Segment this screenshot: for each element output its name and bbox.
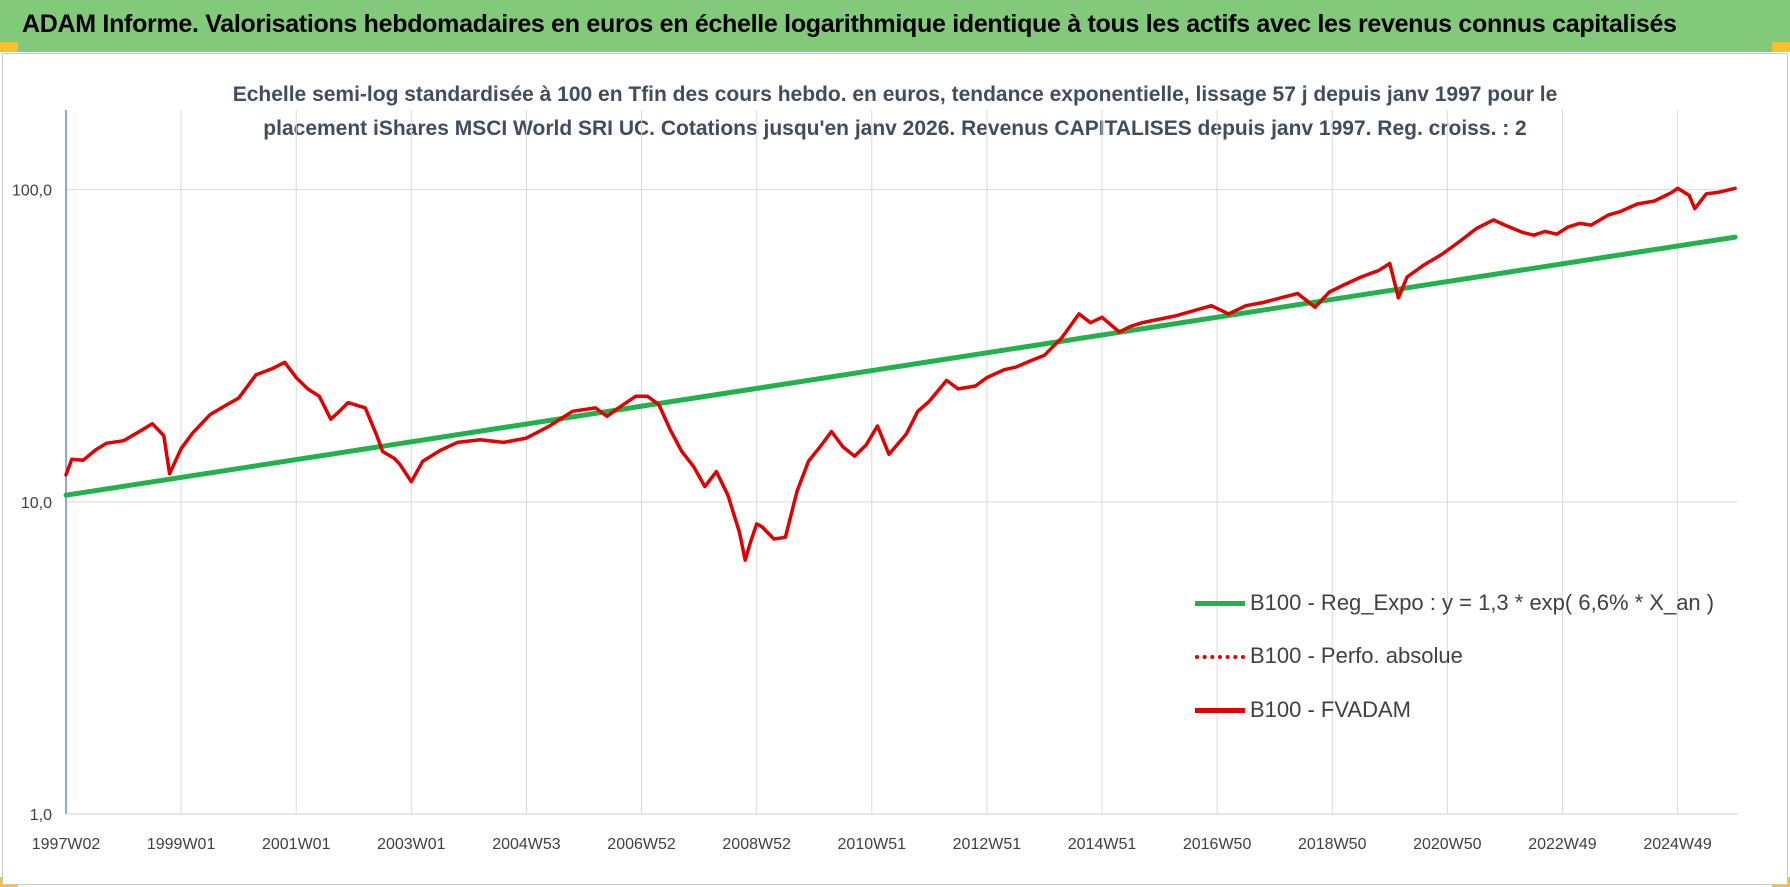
- chart-title: Echelle semi-log standardisée à 100 en T…: [180, 78, 1610, 146]
- fvadam-series-line: [64, 186, 1737, 562]
- x-tick-label: 2003W01: [377, 836, 446, 853]
- x-tick-label: 2018W50: [1298, 836, 1367, 853]
- legend-swatch-fvadam: [1195, 708, 1245, 713]
- legend-swatch-perfo: [1195, 655, 1245, 659]
- x-tick-label: 2022W49: [1528, 836, 1597, 853]
- x-tick-label: 2008W52: [722, 836, 791, 853]
- x-tick-label: 2004W53: [492, 836, 561, 853]
- legend-label-perfo: B100 - Perfo. absolue: [1250, 643, 1463, 668]
- legend-swatch-regression: [1195, 601, 1245, 606]
- y-tick-label: 10,0: [21, 495, 52, 512]
- x-tick-label: 2012W51: [953, 836, 1022, 853]
- header-title: ADAM Informe. Valorisations hebdomadaire…: [22, 10, 1677, 38]
- x-tick-label: 2020W50: [1413, 836, 1482, 853]
- corner-marker-right: [1772, 42, 1790, 52]
- x-tick-label: 2010W51: [838, 836, 907, 853]
- x-tick-label: 1997W02: [32, 836, 101, 853]
- x-tick-label: 2024W49: [1643, 836, 1712, 853]
- x-tick-label: 2006W52: [607, 836, 676, 853]
- chart-panel: [2, 53, 1788, 885]
- y-tick-label: 1,0: [30, 807, 52, 824]
- legend-label-regression: B100 - Reg_Expo : y = 1,3 * exp( 6,6% * …: [1250, 590, 1715, 615]
- y-tick-label: 100,0: [12, 183, 52, 200]
- corner-marker-left: [0, 42, 18, 52]
- chart-title-line2: placement iShares MSCI World SRI UC. Cot…: [263, 117, 1527, 140]
- chart-title-line1: Echelle semi-log standardisée à 100 en T…: [232, 83, 1558, 106]
- header-banner: ADAM Informe. Valorisations hebdomadaire…: [0, 0, 1790, 52]
- regression-line: [63, 234, 1738, 498]
- x-tick-label: 2014W51: [1068, 836, 1137, 853]
- legend-label-fvadam: B100 - FVADAM: [1250, 697, 1411, 722]
- x-tick-label: 1999W01: [147, 836, 216, 853]
- x-tick-label: 2016W50: [1183, 836, 1252, 853]
- x-tick-label: 2001W01: [262, 836, 331, 853]
